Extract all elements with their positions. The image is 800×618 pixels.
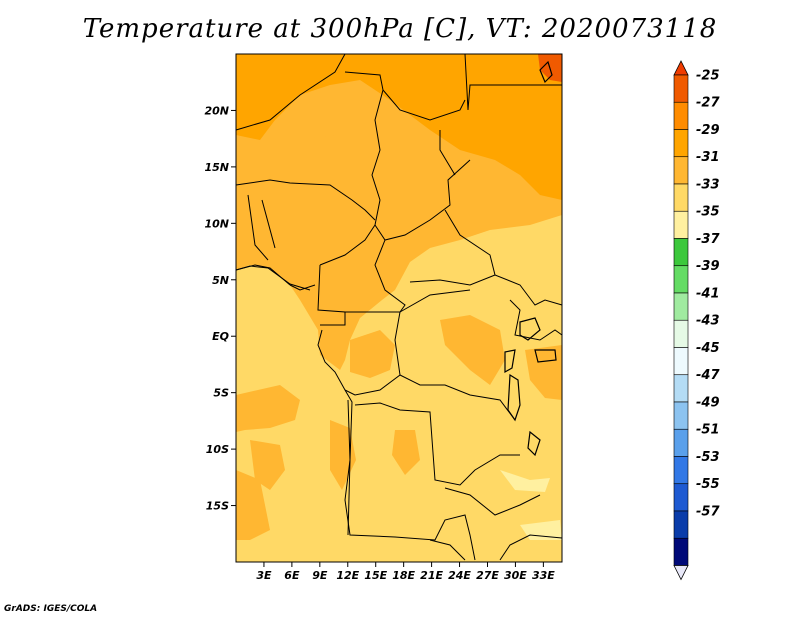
colorbar-label: -43: [696, 314, 720, 329]
colorbar-swatch: [673, 292, 689, 321]
lat-tick-label: 10S: [206, 443, 229, 456]
colorbar-swatch: [673, 319, 689, 348]
field-band-31-patch: [525, 345, 562, 400]
colorbar-label: -25: [696, 68, 720, 83]
colorbar-label: -29: [696, 123, 720, 138]
colorbar-swatch: [673, 210, 689, 239]
colorbar-label: -49: [696, 395, 720, 410]
chart-title: Temperature at 300hPa [C], VT: 202007311…: [82, 14, 718, 44]
colorbar-swatch: [673, 428, 689, 457]
lon-tick-label: 33E: [532, 569, 555, 582]
colorbar-label: -37: [696, 232, 720, 247]
coastline: [235, 265, 353, 536]
lon-tick-label: 18E: [392, 569, 415, 582]
lon-tick-label: 12E: [336, 569, 359, 582]
map-panel: [235, 53, 563, 563]
colorbar-swatch: [673, 483, 689, 512]
lat-tick-label: 20N: [204, 104, 229, 117]
lon-tick-label: 9E: [312, 569, 328, 582]
field-band-31-patch: [250, 440, 285, 490]
colorbar-label: -57: [696, 504, 720, 519]
lon-tick-label: 24E: [448, 569, 471, 582]
colorbar-label: -41: [696, 286, 720, 301]
lat-tick-label: 5N: [212, 274, 229, 287]
colorbar-label: -33: [696, 177, 720, 192]
longitude-axis: 3E 6E 9E 12E 15E 18E 21E 24E 27E 30E 33E: [256, 562, 555, 582]
lon-tick-label: 6E: [284, 569, 300, 582]
lon-tick-label: 3E: [256, 569, 272, 582]
colorbar: -25 -27 -29 -31 -33 -35 -37 -39 -41 -43 -45 -47 -49 -…: [673, 60, 720, 581]
field-band-31-patch: [392, 430, 420, 475]
colorbar-swatch: [673, 183, 689, 212]
colorbar-swatch: [673, 129, 689, 158]
lat-tick-label: 10N: [204, 217, 229, 230]
colorbar-swatch: [673, 401, 689, 430]
lat-tick-label: EQ: [212, 330, 229, 343]
colorbar-swatch: [673, 456, 689, 485]
lon-tick-label: 27E: [476, 569, 499, 582]
field-band-31-patch: [440, 315, 505, 385]
colorbar-swatch: [673, 510, 689, 539]
colorbar-label: -47: [696, 368, 720, 383]
colorbar-label: -27: [696, 96, 720, 111]
colorbar-label: -31: [696, 150, 720, 165]
map-frame: [235, 53, 563, 563]
lat-tick-label: 5S: [213, 387, 229, 400]
lat-tick-label: 15S: [206, 500, 229, 513]
colorbar-label: -51: [696, 423, 720, 438]
lakes: [504, 60, 557, 457]
colorbar-label: -35: [696, 205, 720, 220]
lon-tick-label: 21E: [420, 569, 443, 582]
colorbar-label: -55: [696, 477, 720, 492]
colorbar-swatch: [673, 238, 689, 267]
latitude-axis: 20N 15N 10N 5N EQ 5S 10S 15S: [204, 104, 236, 513]
field-band-29-patch: [300, 100, 345, 138]
field-band-31-patch: [350, 330, 395, 378]
lat-tick-label: 15N: [204, 161, 229, 174]
colorbar-swatch: [673, 347, 689, 376]
colorbar-swatch: [673, 265, 689, 294]
colorbar-label: -39: [696, 259, 720, 274]
colorbar-swatch: [673, 156, 689, 185]
colorbar-swatch: [673, 101, 689, 130]
lon-tick-label: 15E: [364, 569, 387, 582]
field-band-29: [236, 54, 562, 200]
country-borders: [235, 53, 563, 561]
field-band-31-patch: [236, 385, 300, 432]
colorbar-top-arrow: [673, 60, 689, 76]
field-band-31-patch: [236, 470, 270, 540]
field-band-33-patch: [500, 470, 550, 492]
grads-credit: GrADS: IGES/COLA: [4, 604, 98, 614]
colorbar-label: -53: [696, 450, 720, 465]
colorbar-swatch: [673, 374, 689, 403]
colorbar-swatch: [673, 537, 689, 566]
colorbar-label: -45: [696, 341, 720, 356]
lon-tick-label: 30E: [504, 569, 527, 582]
colorbar-swatch: [673, 74, 689, 103]
colorbar-bottom-arrow: [673, 565, 689, 581]
